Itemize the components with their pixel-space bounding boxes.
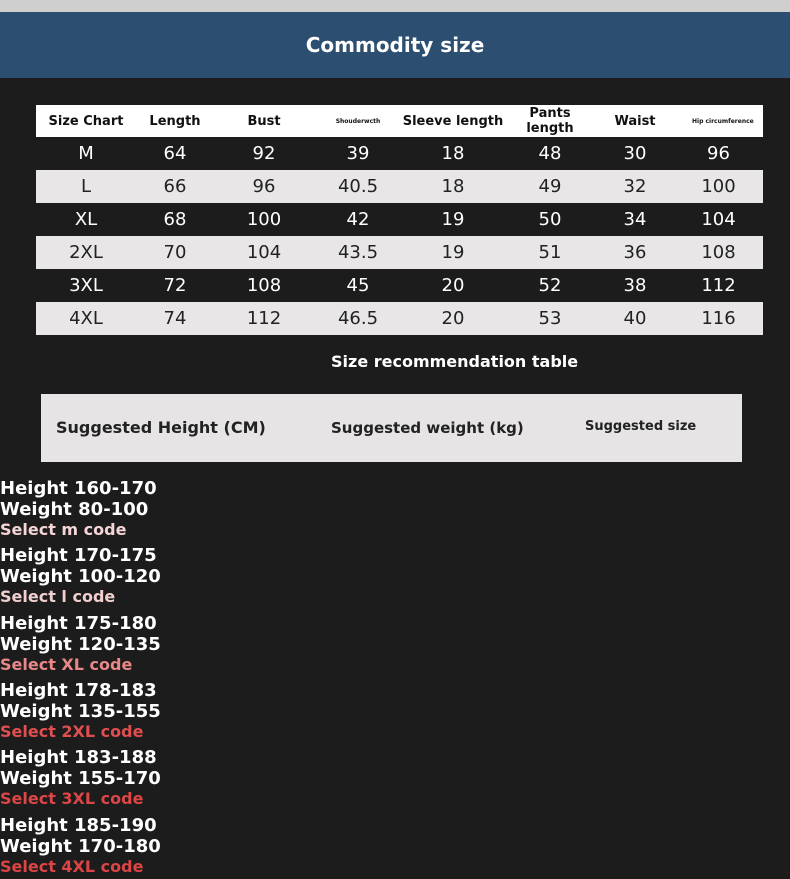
suggested-size: Select m code: [0, 520, 127, 539]
column-header: Pants length: [526, 106, 574, 136]
table-cell: 3XL: [69, 275, 103, 296]
table-row: 4XL 74 112 46.5 20 53 40 116: [36, 302, 763, 335]
table-cell: 38: [623, 275, 647, 296]
page-title: Commodity size: [0, 12, 790, 78]
table-row: 3XL 72 108 45 20 52 38 112: [36, 269, 763, 302]
table-cell: 30: [623, 143, 647, 164]
table-row: 2XL 70 104 43.5 19 51 36 108: [36, 236, 763, 269]
table-cell: 48: [538, 143, 562, 164]
weight-range: Weight 155-170: [0, 768, 161, 789]
height-range: Height 175-180: [0, 613, 157, 634]
height-range: Height 185-190: [0, 815, 157, 836]
table-cell: 100: [701, 176, 736, 197]
table-cell: 40.5: [337, 176, 379, 197]
weight-range: Weight 100-120: [0, 566, 161, 587]
recommendation-header: Suggested Height (CM) Suggested weight (…: [41, 394, 742, 462]
suggested-size: Select 2XL code: [0, 722, 144, 741]
height-range: Height 183-188: [0, 747, 157, 768]
table-cell: 39: [346, 143, 370, 164]
table-cell: 2XL: [69, 242, 103, 263]
header-height: Suggested Height (CM): [56, 418, 266, 437]
height-range: Height 160-170: [0, 478, 157, 499]
weight-range: Weight 135-155: [0, 701, 161, 722]
table-cell: 50: [538, 209, 562, 230]
table-cell: 32: [623, 176, 647, 197]
column-header: Hip circumference: [692, 117, 754, 125]
column-header: Length: [149, 113, 201, 129]
weight-range: Weight 80-100: [0, 499, 149, 520]
table-cell: 72: [163, 275, 187, 296]
suggested-size: Select XL code: [0, 655, 133, 674]
column-header: Sleeve length: [402, 113, 504, 129]
recommendation-row: Height 160-170 Weight 80-100 Select m code: [0, 478, 790, 539]
weight-range: Weight 120-135: [0, 634, 161, 655]
table-cell: 19: [441, 242, 465, 263]
table-cell: 96: [707, 143, 730, 164]
table-cell: 43.5: [337, 242, 379, 263]
table-row: L 66 96 40.5 18 49 32 100: [36, 170, 763, 203]
table-cell: M: [78, 143, 94, 164]
header-size: Suggested size: [585, 419, 697, 434]
table-row: XL 68 100 42 19 50 34 104: [36, 203, 763, 236]
table-cell: 53: [538, 308, 562, 329]
table-cell: 4XL: [69, 308, 103, 329]
column-header: Waist: [614, 113, 656, 129]
table-cell: 100: [246, 209, 282, 230]
table-cell: 18: [441, 143, 465, 164]
table-cell: 20: [441, 308, 465, 329]
table-cell: 42: [346, 209, 370, 230]
table-cell: 64: [163, 143, 187, 164]
table-cell: 46.5: [337, 308, 379, 329]
recommendation-row: Height 178-183 Weight 135-155 Select 2XL c…: [0, 680, 790, 741]
table-cell: 92: [252, 143, 276, 164]
column-header: Bust: [247, 113, 281, 129]
table-header-row: Size Chart Length Bust Shouderwcth Sleeve le…: [36, 105, 763, 137]
table-cell: 19: [441, 209, 465, 230]
table-cell: XL: [74, 209, 98, 230]
column-header: Size Chart: [48, 113, 124, 129]
size-chart-table: Size Chart Length Bust Shouderwcth Sleeve le…: [36, 105, 763, 335]
table-cell: 52: [538, 275, 562, 296]
table-cell: 70: [163, 242, 187, 263]
table-cell: 112: [701, 275, 736, 296]
table-cell: 68: [163, 209, 187, 230]
weight-range: Weight 170-180: [0, 836, 161, 857]
table-cell: 20: [441, 275, 465, 296]
table-cell: 40: [623, 308, 647, 329]
table-cell: 45: [346, 275, 370, 296]
table-cell: 18: [441, 176, 465, 197]
table-cell: 66: [163, 176, 187, 197]
table-cell: 96: [252, 176, 276, 197]
height-range: Height 170-175: [0, 545, 157, 566]
table-row: M 64 92 39 18 48 30 96: [36, 137, 763, 170]
suggested-size: Select 4XL code: [0, 857, 144, 876]
table-cell: 104: [701, 209, 736, 230]
table-cell: 112: [246, 308, 282, 329]
header-weight: Suggested weight (kg): [331, 419, 524, 437]
table-cell: 74: [163, 308, 187, 329]
suggested-size: Select l code: [0, 587, 116, 606]
table-cell: 51: [538, 242, 562, 263]
table-cell: L: [80, 176, 92, 197]
table-cell: 36: [623, 242, 647, 263]
recommendation-row: Height 170-175 Weight 100-120 Select l cod…: [0, 545, 790, 606]
height-range: Height 178-183: [0, 680, 157, 701]
suggested-size: Select 3XL code: [0, 789, 144, 808]
column-header: Shouderwcth: [335, 117, 381, 125]
top-strip: [0, 0, 790, 12]
recommendation-title: Size recommendation table: [331, 352, 579, 371]
table-cell: 34: [623, 209, 647, 230]
recommendation-row: Height 175-180 Weight 120-135 Select XL co…: [0, 613, 790, 674]
recommendation-row: Height 183-188 Weight 155-170 Select 3XL c…: [0, 747, 790, 808]
table-cell: 49: [538, 176, 562, 197]
table-cell: 108: [246, 275, 282, 296]
recommendation-row: Height 185-190 Weight 170-180 Select 4XL c…: [0, 815, 790, 876]
table-cell: 104: [246, 242, 282, 263]
table-cell: 116: [701, 308, 736, 329]
table-cell: 108: [701, 242, 736, 263]
